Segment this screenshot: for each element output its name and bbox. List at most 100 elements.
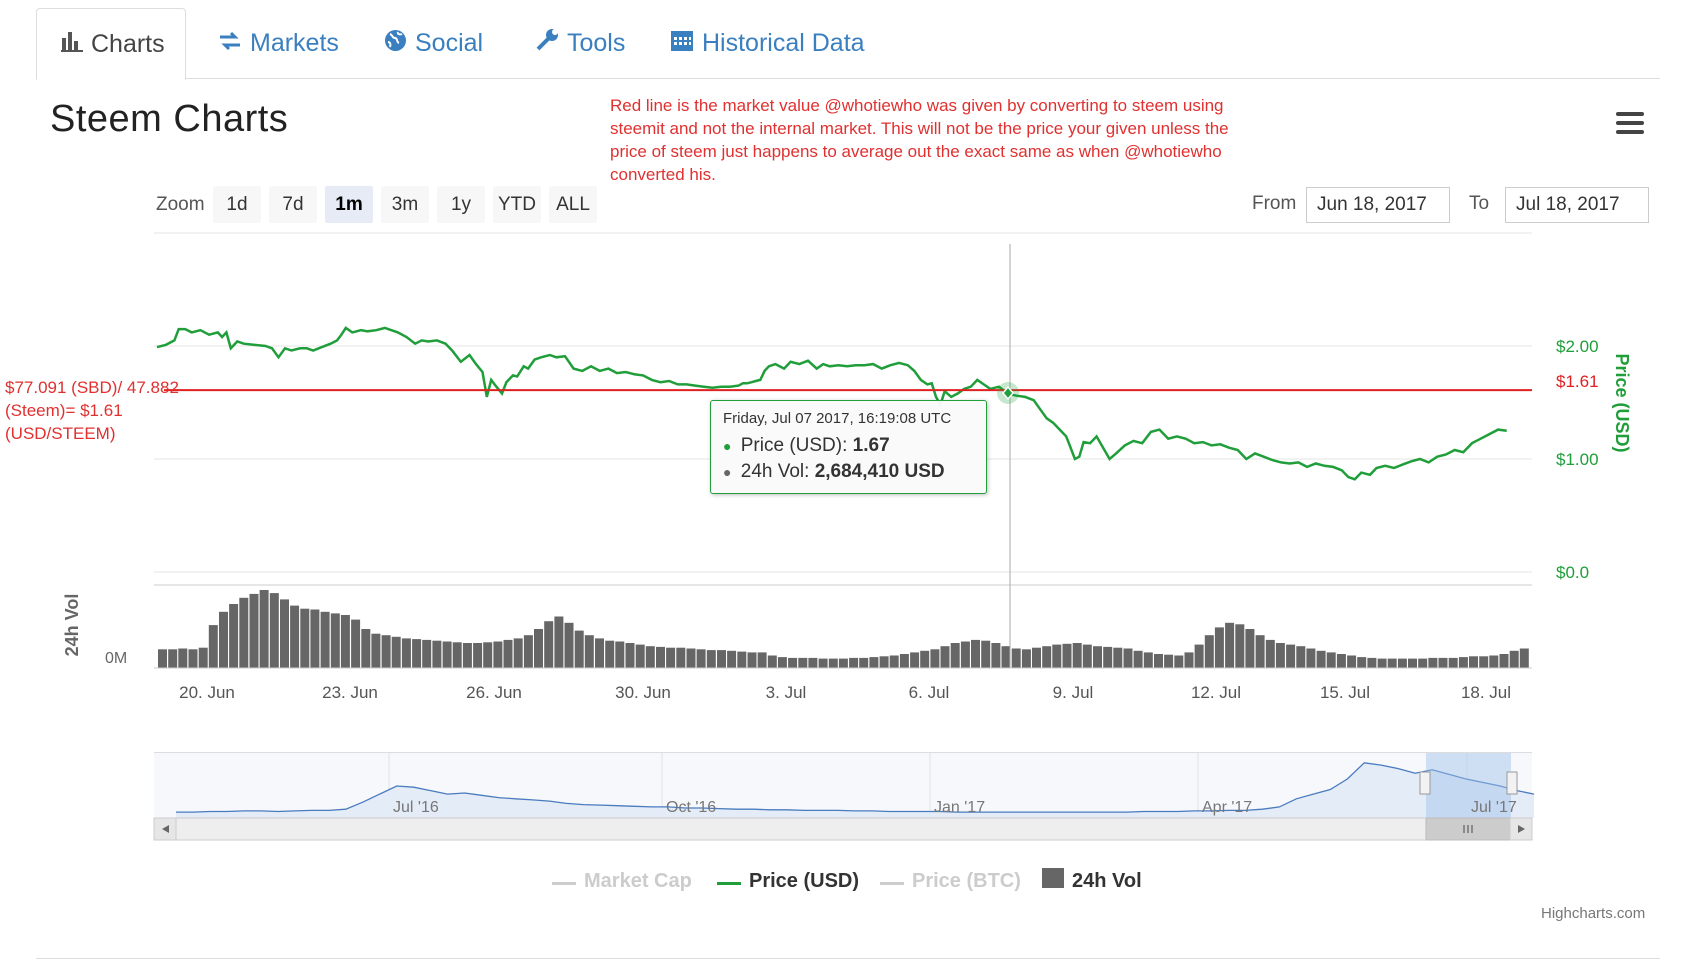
zoom-1m-button[interactable]: 1m xyxy=(325,186,373,223)
navigator-tick-label: Oct '16 xyxy=(666,799,716,816)
volume-bar xyxy=(1377,658,1387,668)
volume-bar xyxy=(727,650,737,668)
volume-bar xyxy=(401,638,411,668)
volume-bar xyxy=(310,609,320,668)
legend-line-symbol xyxy=(717,870,741,893)
scroll-left-arrow-icon xyxy=(162,825,169,833)
to-date-input[interactable] xyxy=(1505,187,1649,223)
volume-bar xyxy=(1032,647,1041,668)
navigator-scrollbar[interactable] xyxy=(153,817,1533,841)
navigator-selection-mask[interactable] xyxy=(1426,753,1511,818)
volume-bar xyxy=(1154,654,1163,668)
volume-bar xyxy=(1235,624,1245,668)
volume-bar xyxy=(219,611,228,668)
zoom-ytd-button[interactable]: YTD xyxy=(493,186,541,223)
volume-bar xyxy=(1438,657,1448,668)
zoom-all-button[interactable]: ALL xyxy=(549,186,597,223)
volume-bar xyxy=(879,656,889,668)
zoom-1y-button[interactable]: 1y xyxy=(437,186,485,223)
volume-bar xyxy=(381,635,391,668)
legend-line-symbol xyxy=(880,870,904,893)
tooltip-vol-row: ● 24h Vol: 2,684,410 USD xyxy=(723,459,974,485)
volume-bar xyxy=(391,636,401,668)
volume-bar xyxy=(1245,629,1255,668)
zoom-3m-button[interactable]: 3m xyxy=(381,186,429,223)
bar-chart-icon xyxy=(61,30,83,59)
tab-historical-data[interactable]: Historical Data xyxy=(646,8,883,79)
bottom-divider xyxy=(36,958,1660,959)
volume-bar xyxy=(1519,648,1529,668)
volume-bar xyxy=(1052,644,1062,668)
from-date-input[interactable] xyxy=(1306,187,1450,223)
volume-bar xyxy=(615,641,625,668)
navigator-tick-label: Apr '17 xyxy=(1202,799,1252,816)
volume-bar xyxy=(178,648,188,668)
volume-bar xyxy=(605,640,615,668)
annotation-note: Red line is the market value @whotiewho … xyxy=(610,96,1229,184)
volume-bar xyxy=(1082,644,1092,668)
volume-bar xyxy=(259,590,269,668)
hamburger-menu-icon[interactable] xyxy=(1616,112,1644,134)
tab-label: Historical Data xyxy=(702,29,865,57)
legend-item-price-btc[interactable]: Price (BTC) xyxy=(880,866,1021,896)
to-label: To xyxy=(1469,193,1490,214)
x-axis-tick-labels: 20. Jun 23. Jun 26. Jun 30. Jun 3. Jul 6. Jul… xyxy=(179,683,1511,702)
legend-item-market-cap[interactable]: Market Cap xyxy=(552,866,692,896)
volume-bar xyxy=(1326,652,1336,668)
tab-label: Social xyxy=(415,29,484,57)
volume-bar xyxy=(371,633,381,668)
highcharts-credits[interactable]: Highcharts.com xyxy=(1541,905,1646,922)
volume-bar xyxy=(340,615,350,668)
zoom-7d-button[interactable]: 7d xyxy=(269,186,317,223)
navigator-series-line xyxy=(176,762,1535,813)
volume-bar xyxy=(1357,657,1367,668)
volume-bar xyxy=(412,639,422,668)
legend-item-price-usd[interactable]: Price (USD) xyxy=(717,866,859,896)
price-usd-series-line[interactable] xyxy=(156,326,1507,481)
volume-bar xyxy=(503,639,513,668)
navigator-right-handle[interactable] xyxy=(1506,771,1518,795)
scrollbar-track[interactable] xyxy=(153,817,1533,841)
volume-bar xyxy=(1204,635,1214,668)
volume-bar xyxy=(798,657,808,668)
x-tick-label: 30. Jun xyxy=(615,683,671,702)
volume-bar xyxy=(1336,654,1346,668)
volume-bar xyxy=(554,616,564,668)
volume-bar xyxy=(462,643,472,668)
y-axis-title: Price (USD) xyxy=(1612,353,1632,452)
volume-bar xyxy=(249,593,259,668)
x-tick-label: 9. Jul xyxy=(1053,683,1094,702)
x-tick-label: 15. Jul xyxy=(1320,683,1370,702)
x-tick-label: 12. Jul xyxy=(1191,683,1241,702)
volume-bar xyxy=(432,640,442,668)
volume-bar xyxy=(1306,648,1316,668)
volume-bar xyxy=(1133,650,1143,668)
from-label: From xyxy=(1252,193,1297,214)
volume-bar xyxy=(1001,646,1011,668)
x-tick-label: 6. Jul xyxy=(909,683,950,702)
legend-item-24h-vol[interactable]: 24h Vol xyxy=(1042,866,1142,896)
tab-tools[interactable]: Tools xyxy=(511,8,643,79)
legend-label: Market Cap xyxy=(584,869,692,892)
volume-bar xyxy=(1194,644,1204,668)
volume-bar xyxy=(1164,654,1174,668)
tab-markets[interactable]: Markets xyxy=(194,8,357,79)
volume-bar xyxy=(513,638,523,668)
zoom-1d-button[interactable]: 1d xyxy=(213,186,261,223)
page-title: Steem Charts xyxy=(50,98,289,140)
volume-bar xyxy=(269,593,279,668)
zoom-label: Zoom xyxy=(156,194,205,215)
volume-bar xyxy=(595,638,604,668)
calendar-icon xyxy=(670,28,694,59)
chart-tooltip: Friday, Jul 07 2017, 16:19:08 UTC ● Pric… xyxy=(710,400,987,494)
navigator[interactable]: Jul '16 Oct '16 Jan '17 Apr '17 Jul '17 xyxy=(154,752,1535,818)
volume-bar xyxy=(158,649,167,668)
navigator-left-handle[interactable] xyxy=(1419,771,1431,795)
volume-bar xyxy=(1255,635,1265,668)
navigator-tick-label: Jul '17 xyxy=(1471,799,1517,816)
tab-social[interactable]: Social xyxy=(360,8,501,79)
tab-charts[interactable]: Charts xyxy=(36,8,186,80)
volume-bar xyxy=(737,651,747,668)
volume-bar xyxy=(1021,649,1031,668)
